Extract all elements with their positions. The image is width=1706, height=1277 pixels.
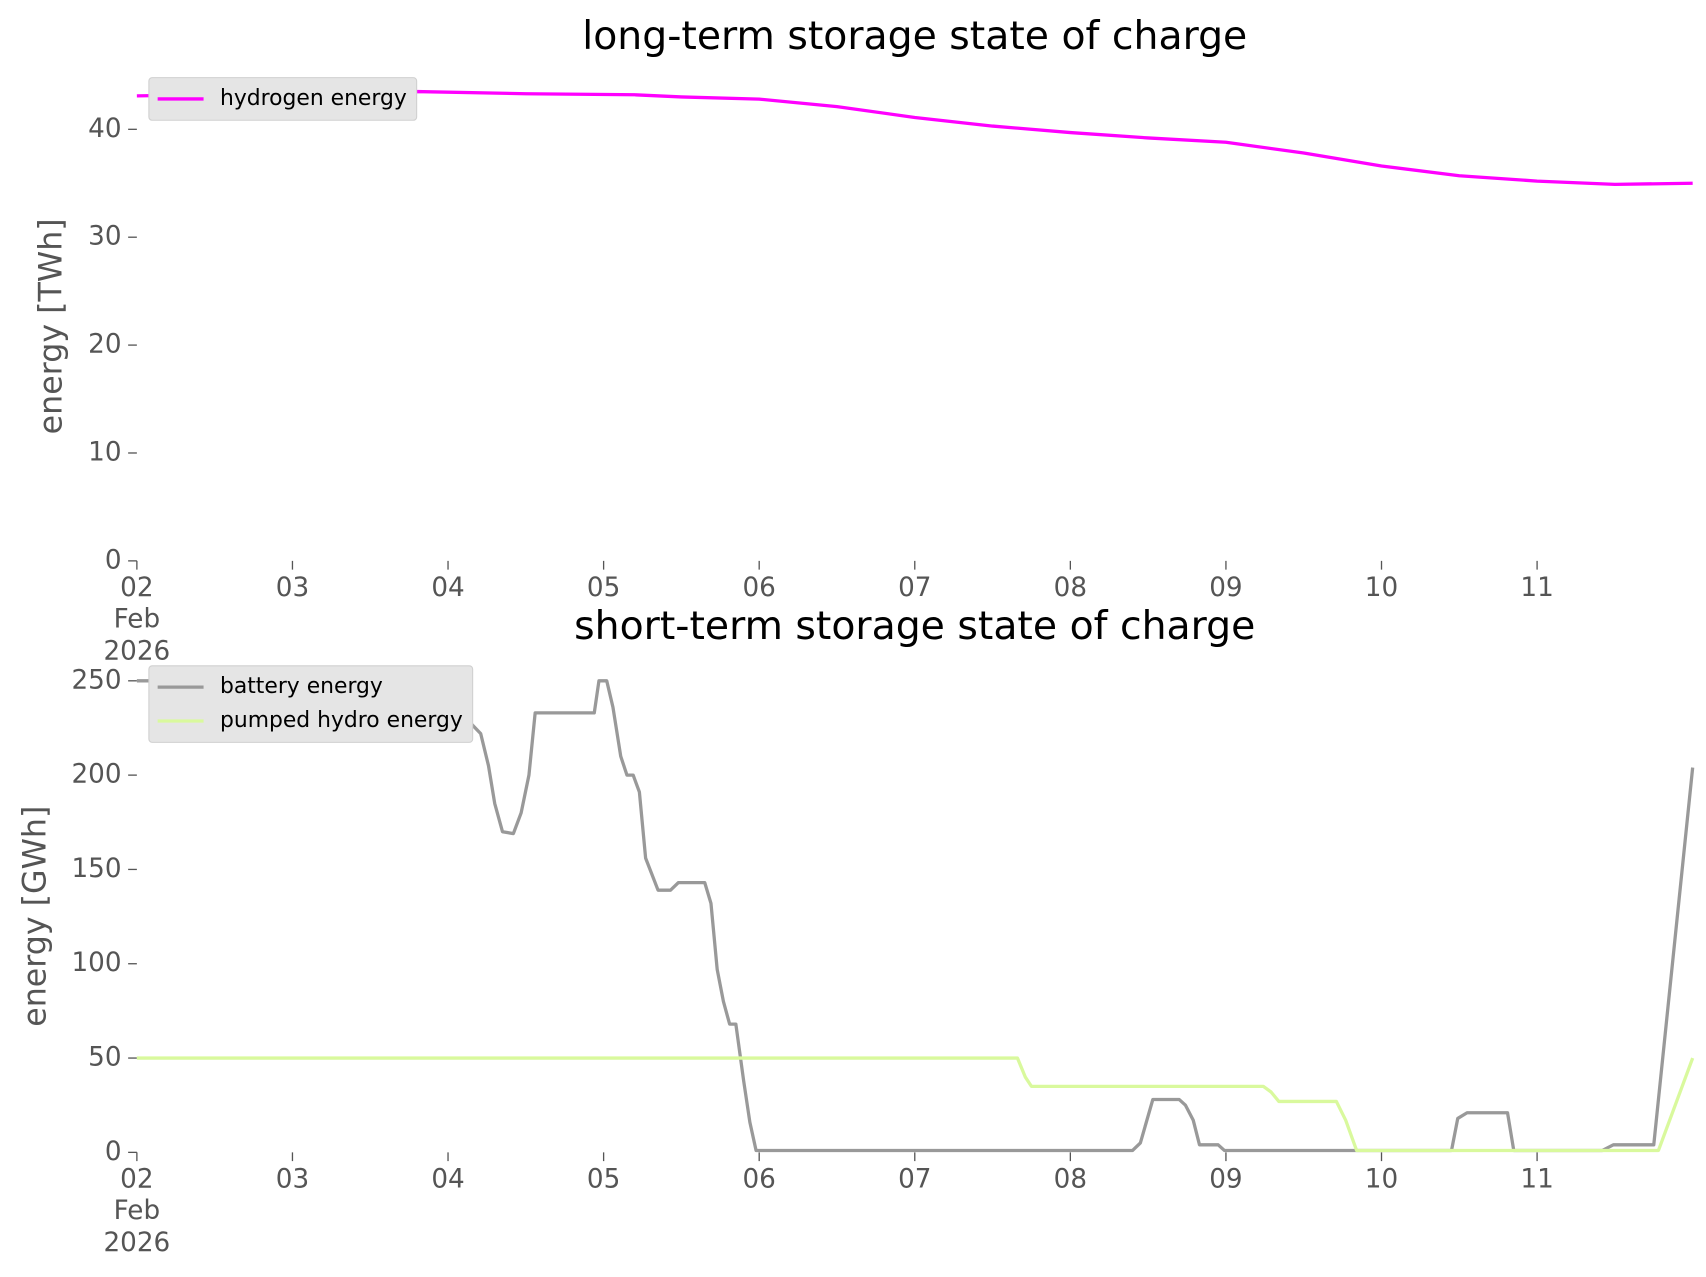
y-tick-label: 0 — [105, 1137, 122, 1167]
series-line — [136, 1056, 1695, 1153]
y-tick-label: 150 — [72, 854, 122, 884]
series-line — [136, 89, 1693, 186]
y-tick-label: 20 — [88, 330, 121, 360]
x-tick-label: 02 Feb 2026 — [103, 571, 171, 666]
x-tick-label: 04 — [431, 1163, 465, 1194]
x-tick-label-box: 06 — [742, 571, 776, 603]
y-tick-label: 30 — [88, 222, 121, 252]
y-axis-label: energy [TWh] — [34, 218, 70, 434]
y-tick-label: 250 — [72, 665, 122, 695]
chart-title: long-term storage state of charge — [582, 13, 1247, 59]
x-tick-label: 03 — [275, 1163, 310, 1194]
y-tick-label: 40 — [88, 114, 121, 144]
x-tick-label-box: 07 — [898, 1163, 932, 1194]
legend-label: pumped hydro energy — [220, 708, 463, 733]
x-tick-label-box: 08 — [1053, 1163, 1088, 1194]
x-tick-label: 07 — [898, 1163, 932, 1194]
legend-label: hydrogen energy — [220, 86, 407, 111]
x-tick-label: 10 — [1364, 571, 1399, 603]
legend-label: battery energy — [220, 674, 383, 699]
x-tick-label-box: 10 — [1364, 1163, 1399, 1194]
x-tick-label-box: 03 — [275, 1163, 310, 1194]
x-tick-label-box: 09 — [1209, 571, 1243, 603]
x-tick-label: 08 — [1053, 1163, 1088, 1194]
x-tick-label: 02 Feb 2026 — [103, 1163, 171, 1257]
x-tick-label-box: 09 — [1209, 1163, 1243, 1194]
x-tick-label: 05 — [586, 571, 621, 603]
x-tick-label-box: 06 — [742, 1163, 776, 1194]
x-tick-label: 09 — [1209, 571, 1243, 603]
y-tick-label: 50 — [88, 1043, 121, 1073]
legend-box — [148, 77, 418, 121]
x-tick-label: 04 — [431, 571, 465, 603]
x-tick-label-box: 11 — [1520, 1163, 1554, 1194]
chart-title: short-term storage state of charge — [574, 603, 1255, 649]
x-tick-label-box: 05 — [586, 571, 621, 603]
x-tick-label: 07 — [898, 571, 932, 603]
x-tick-label: 08 — [1053, 571, 1088, 603]
x-tick-label: 05 — [586, 1163, 621, 1194]
x-tick-label-box: 02 Feb 2026 — [103, 571, 171, 666]
x-tick-label-box: 03 — [275, 571, 310, 603]
y-tick-label: 200 — [72, 760, 122, 790]
legend-box — [148, 665, 474, 743]
x-tick-label: 06 — [742, 1163, 776, 1194]
x-tick-label-box: 04 — [431, 1163, 465, 1194]
x-tick-label: 06 — [742, 571, 776, 603]
x-tick-label: 09 — [1209, 1163, 1243, 1194]
series-line — [136, 679, 1695, 1153]
x-tick-label-box: 11 — [1520, 571, 1554, 603]
x-tick-label: 11 — [1520, 1163, 1554, 1194]
y-axis-label: energy [GWh] — [17, 806, 53, 1027]
y-tick-label: 10 — [88, 437, 121, 467]
x-tick-label-box: 08 — [1053, 571, 1088, 603]
x-tick-label-box: 02 Feb 2026 — [103, 1163, 171, 1257]
x-tick-label: 03 — [275, 571, 310, 603]
x-tick-label-box: 04 — [431, 571, 465, 603]
y-tick-label: 100 — [72, 948, 122, 978]
x-tick-label: 11 — [1520, 571, 1554, 603]
x-tick-label-box: 07 — [898, 571, 932, 603]
y-tick-label: 0 — [105, 545, 122, 575]
x-tick-label-box: 05 — [586, 1163, 621, 1194]
x-tick-label: 10 — [1364, 1163, 1399, 1194]
x-tick-label-box: 10 — [1364, 571, 1399, 603]
